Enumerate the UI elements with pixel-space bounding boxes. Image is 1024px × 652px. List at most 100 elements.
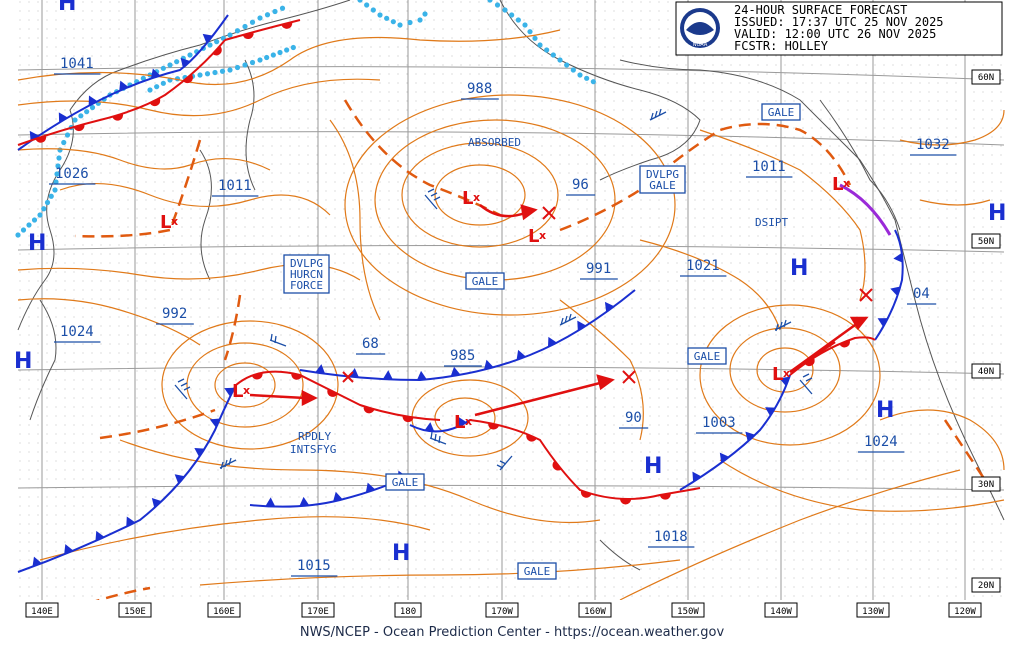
front-symbol [577, 320, 587, 331]
svg-text:L: L [160, 212, 171, 233]
front-symbol [88, 95, 98, 106]
high-pressure-symbol: H [28, 231, 46, 256]
latitude-tick: 30N [971, 476, 1001, 492]
front-symbol [839, 339, 850, 348]
header-line-1: 24-HOUR SURFACE FORECAST [734, 3, 907, 17]
ice-dot [257, 57, 263, 63]
boxed-label: GALE [687, 347, 727, 365]
ice-dot [264, 54, 270, 61]
ice-dot [41, 206, 47, 212]
svg-text:GALE: GALE [392, 476, 419, 489]
noaa-logo-text: NOAA [693, 42, 708, 48]
ice-dot [550, 52, 556, 58]
front-symbol [604, 301, 615, 313]
ice-dot [532, 35, 538, 41]
pressure-label: 1041 [54, 56, 101, 75]
high-symbols: H H H H H H H H [14, 0, 1006, 566]
ice-dot [219, 68, 226, 74]
svg-text:L: L [462, 188, 473, 209]
pressure-label: 991 [580, 261, 618, 280]
ice-dot [284, 47, 290, 53]
svg-text:L: L [232, 381, 243, 402]
pressure-label: 988 [461, 81, 499, 100]
ice-dot [357, 0, 363, 3]
ice-dot [48, 193, 54, 199]
front-symbol [315, 364, 326, 374]
front-symbol [209, 418, 221, 428]
pressure-label: 04 [907, 286, 937, 305]
ice-dot [20, 227, 27, 233]
svg-text:x: x [465, 415, 472, 428]
pressure-label: 1003 [696, 415, 743, 434]
high-pressure-symbol: H [58, 0, 76, 16]
ice-dot [64, 132, 71, 138]
front-symbol [552, 460, 562, 471]
ice-dot [204, 71, 211, 77]
ice-dot [570, 67, 576, 73]
ice-dot [26, 222, 32, 228]
pressure-value: 1026 [55, 166, 89, 182]
ice-dot [207, 42, 213, 48]
front-symbol [58, 112, 68, 123]
coastlines [17, 0, 1005, 571]
high-pressure-symbol: H [392, 541, 410, 566]
front-symbol [526, 433, 537, 442]
pressure-value: 985 [450, 348, 475, 364]
front-symbol [327, 388, 338, 397]
pressure-label: 1011 [746, 159, 793, 178]
front-symbol [483, 359, 494, 370]
longitude-tick: 140E [25, 602, 59, 618]
ice-dot [212, 69, 218, 76]
ice-dot [15, 232, 21, 238]
wind-barbs [174, 108, 813, 484]
cold-front-nw [17, 14, 229, 151]
pressure-label: 1024 [54, 324, 101, 343]
ice-dot [364, 2, 370, 8]
longitude-tick: 150W [671, 602, 705, 618]
pressure-value: 1041 [60, 56, 94, 72]
ice-dot [279, 5, 286, 11]
ice-dot [370, 7, 376, 13]
pressure-label: 96 [566, 177, 596, 196]
ice-dot [197, 72, 203, 78]
front-symbol [348, 368, 359, 378]
longitude-tick: 170E [301, 602, 335, 618]
ice-dot [257, 15, 263, 21]
ice-dot [249, 59, 256, 66]
latitude-tick: 50N [971, 233, 1001, 249]
ice-dot [242, 23, 248, 30]
svg-text:GALE: GALE [694, 350, 721, 363]
longitude-tick: 130W [856, 602, 890, 618]
ice-dot [290, 44, 296, 51]
svg-text:170W: 170W [491, 607, 513, 617]
ice-dot [52, 187, 58, 193]
front-symbol [547, 336, 557, 348]
ice-dot [57, 147, 63, 153]
header-line-2: ISSUED: 17:37 UTC 25 NOV 2025 [734, 15, 944, 29]
pressure-label: 68 [356, 336, 386, 355]
warm-fronts [17, 19, 876, 505]
svg-text:30N: 30N [978, 480, 994, 490]
front-symbol [450, 366, 461, 377]
svg-text:170E: 170E [307, 607, 329, 617]
warm-front-central [469, 419, 701, 500]
pressure-value: 68 [362, 336, 379, 352]
pressure-value: 1024 [864, 434, 898, 450]
front-symbol [265, 497, 276, 507]
svg-text:HURCN: HURCN [290, 268, 323, 281]
front-symbol [488, 422, 500, 430]
ice-dot [422, 11, 428, 17]
boxed-label: GALE [761, 103, 801, 121]
pressure-value: 96 [572, 177, 589, 193]
svg-text:GALE: GALE [472, 275, 499, 288]
front-symbol [424, 422, 435, 432]
pressure-value: 1011 [218, 178, 252, 194]
map-stipple [18, 0, 1004, 600]
front-symbol [416, 370, 427, 381]
front-symbol [224, 387, 235, 397]
front-symbol [779, 376, 790, 387]
pressure-value: 1015 [297, 558, 331, 574]
